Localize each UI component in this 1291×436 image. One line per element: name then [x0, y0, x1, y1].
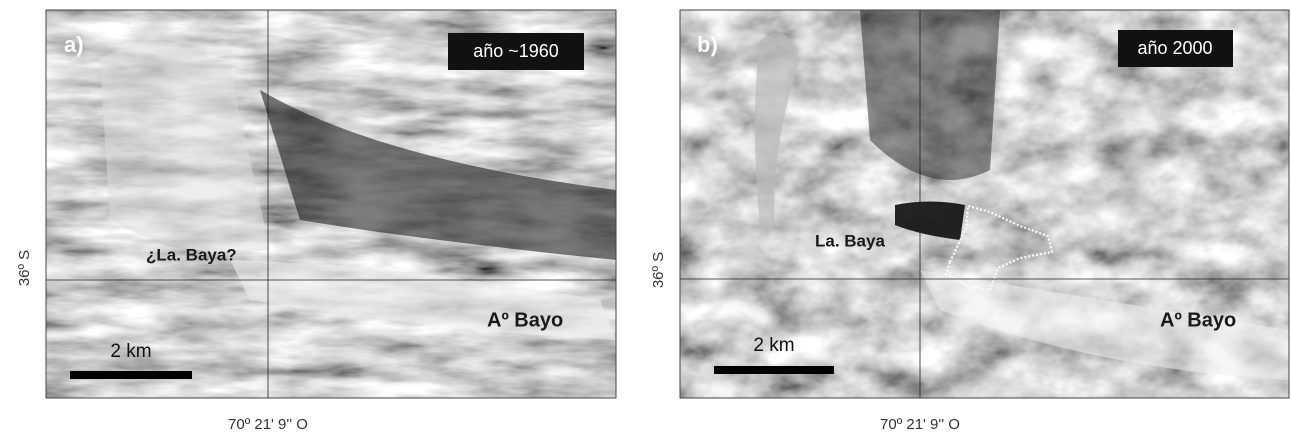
latitude-label: 36º S	[16, 250, 33, 286]
place-label: Aº Bayo	[1160, 309, 1236, 331]
year-label: año 2000	[1137, 38, 1212, 58]
longitude-label: 70º 21' 9'' O	[228, 416, 308, 433]
latitude-label: 36º S	[650, 252, 667, 288]
longitude-label: 70º 21' 9'' O	[880, 416, 960, 433]
figure: a) año ~1960 ¿La. Baya? Aº Bayo 2 km 36º…	[0, 0, 1291, 436]
panel-label: a)	[64, 32, 84, 57]
place-label: Aº Bayo	[487, 309, 563, 331]
scale-bar	[70, 371, 192, 379]
panel-b: b) año 2000 La. Baya Aº Bayo 2 km 36º S …	[650, 10, 1289, 433]
place-label: ¿La. Baya?	[146, 245, 237, 264]
panel-a: a) año ~1960 ¿La. Baya? Aº Bayo 2 km 36º…	[16, 10, 616, 433]
scale-label: 2 km	[753, 335, 794, 356]
scale-label: 2 km	[110, 341, 151, 362]
place-label: La. Baya	[815, 231, 885, 250]
year-label: año ~1960	[473, 41, 559, 61]
panel-label: b)	[697, 32, 718, 57]
scale-bar	[714, 366, 834, 374]
